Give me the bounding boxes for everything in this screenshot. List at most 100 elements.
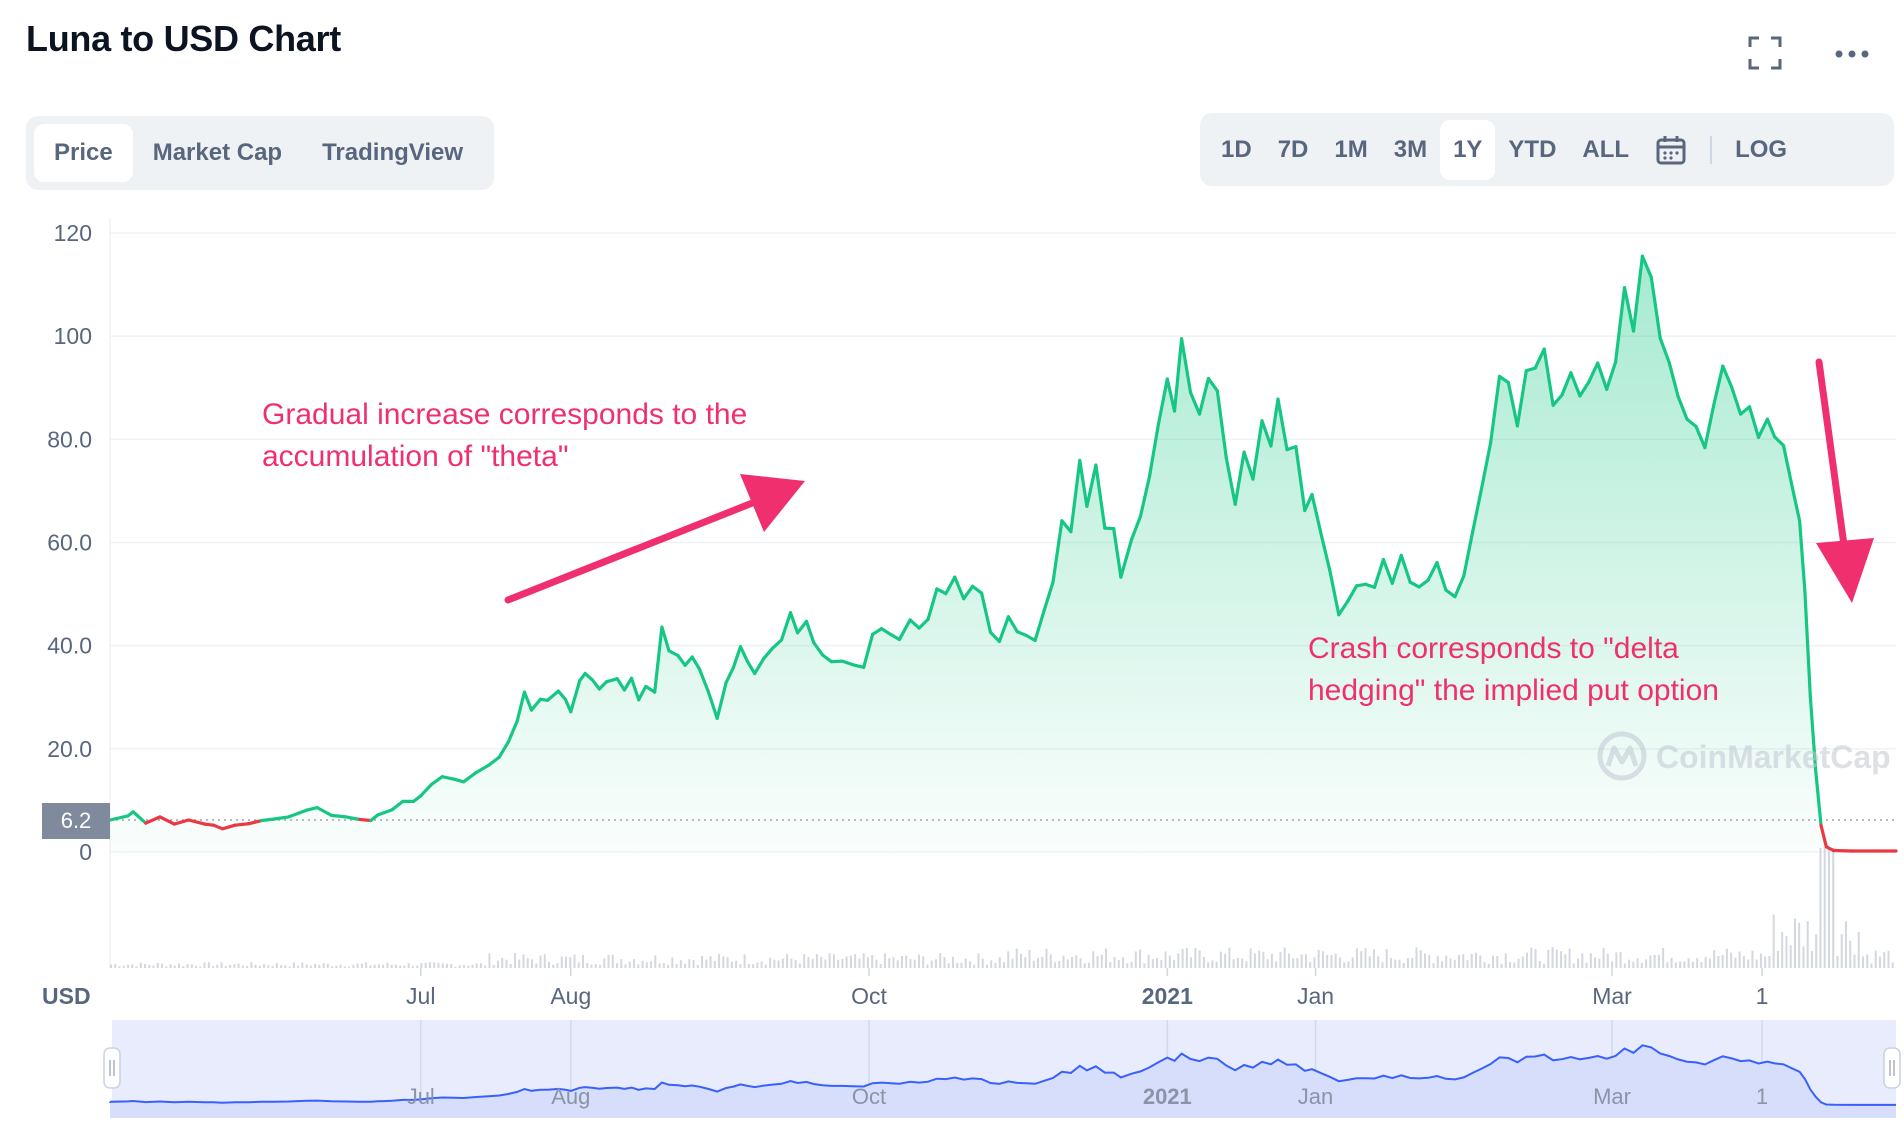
volume-bar [1232,959,1235,968]
fullscreen-icon[interactable] [1748,36,1782,70]
log-scale-button[interactable]: LOG [1735,135,1788,163]
volume-bar [1721,955,1724,968]
volume-bar [526,957,529,968]
volume-bar [224,965,227,968]
volume-bar [280,965,283,968]
price-line-segment [1197,376,1211,416]
price-line-segment [1294,445,1307,513]
volume-bar [1887,950,1890,968]
volume-bar [786,954,789,968]
volume-bar [1275,961,1278,968]
price-line-segment [1613,286,1627,364]
range-7d-button[interactable]: 7D [1277,135,1309,163]
volume-bar [501,957,504,968]
volume-bar [947,963,950,968]
price-line-segment [1426,560,1439,582]
price-line-segment [1765,417,1777,439]
range-all-button[interactable]: ALL [1582,135,1630,163]
tab-market-cap[interactable]: Market Cap [152,139,283,166]
volume-bar [352,964,355,968]
price-line-segment [1605,360,1618,391]
price-line-segment [1797,519,1807,594]
price-line-segment [1242,450,1255,481]
volume-bar [849,955,852,968]
range-ytd-button[interactable]: YTD [1508,135,1557,163]
price-line-segment [1206,376,1219,393]
price-line-segment [1721,364,1734,389]
price-line-segment [497,740,510,759]
volume-bar [1270,953,1273,968]
volume-bar [667,964,670,968]
price-line-segment [1165,377,1177,413]
navigator-tick-label: Mar [1593,1084,1631,1109]
theta-annotation-line-2: accumulation of "theta" [262,440,569,473]
volume-bar [237,963,240,968]
x-tick-label: Mar [1592,983,1632,1009]
volume-bar [433,962,436,968]
price-line-segment [1119,537,1134,579]
volume-bar [1045,948,1048,968]
volume-bar [386,962,389,968]
calendar-icon[interactable] [1642,120,1700,180]
volume-bar [1840,934,1843,968]
tab-tradingview[interactable]: TradingView [322,139,464,166]
price-line-segment [908,618,921,630]
range-1m-button[interactable]: 1M [1334,135,1368,163]
volume-bar [114,964,117,968]
volume-bar [1496,956,1499,968]
volume-bar [777,960,780,968]
volume-bar [1789,945,1792,968]
price-line-segment [1569,371,1582,398]
navigator-right-handle[interactable] [1883,1047,1901,1089]
range-3m-button[interactable]: 3M [1393,135,1428,163]
price-line-segment [1094,463,1107,530]
navigator-left-handle[interactable] [103,1047,121,1089]
x-tick-label: 2021 [1142,983,1193,1009]
volume-bar [888,958,891,968]
volume-bar [773,959,776,968]
volume-bar [1338,957,1341,968]
volume-bar [1037,958,1040,968]
volume-bar [1653,954,1656,968]
volume-bar [1164,951,1167,968]
price-line-segment [1622,286,1636,333]
range-1d-button[interactable]: 1D [1221,135,1252,163]
price-line-segment [897,618,912,642]
volume-bar [1041,956,1044,968]
volume-bar [866,957,869,968]
volume-bar [1793,918,1796,968]
range-navigator[interactable]: Jul Aug Oct 2021 Jan Mar 1 [103,1020,1901,1118]
volume-bar [428,962,431,968]
volume-bar [1360,951,1363,968]
x-tick-label: Jul [406,983,435,1009]
volume-bar [203,962,206,968]
volume-bar [122,965,125,968]
price-line-segment [304,805,319,812]
volume-bar [530,959,533,968]
volume-bar [1747,959,1750,968]
volume-bar [841,959,844,968]
volume-bar [1351,957,1354,968]
volume-bar [156,963,159,968]
volume-bar [144,963,147,968]
volume-bar [161,963,164,968]
price-line-segment [1730,385,1743,416]
tab-price[interactable]: Price [34,124,133,182]
price-line-segment [962,584,975,601]
volume-bar [713,960,716,968]
more-horizontal-icon[interactable] [1834,44,1870,64]
volume-bar [339,964,342,968]
volume-bar [764,964,767,968]
volume-bar [662,963,665,968]
volume-bar [1666,962,1669,968]
volume-bar [1075,955,1078,968]
volume-bar [1513,962,1516,968]
price-line-segment [604,677,619,684]
current-price-tag: 6.2 [42,803,110,840]
volume-bar [1304,954,1307,968]
volume-bar [220,962,223,968]
volume-bar [854,954,857,968]
volume-bar [1321,951,1324,968]
range-1y-button[interactable]: 1Y [1440,119,1496,180]
price-line-segment [1444,588,1457,599]
